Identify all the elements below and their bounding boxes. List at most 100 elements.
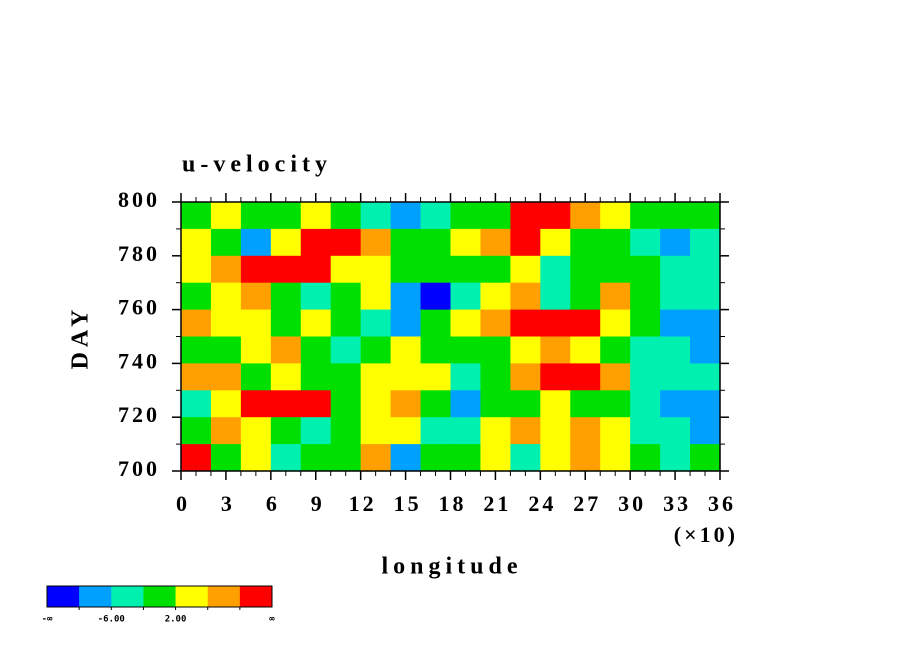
x-tick-label: 18 bbox=[439, 491, 467, 516]
cell bbox=[570, 202, 601, 230]
x-tick-label: 15 bbox=[394, 491, 422, 516]
cell bbox=[330, 202, 362, 230]
cell bbox=[510, 255, 541, 284]
cell bbox=[300, 282, 332, 311]
cell bbox=[360, 282, 392, 311]
cell bbox=[360, 444, 392, 472]
cell bbox=[480, 202, 511, 230]
cell bbox=[630, 336, 661, 364]
chart-title: u-velocity bbox=[182, 152, 332, 178]
cell bbox=[630, 228, 661, 257]
cell bbox=[660, 228, 691, 257]
cell bbox=[450, 255, 481, 284]
cell bbox=[600, 228, 631, 257]
cell bbox=[300, 228, 332, 257]
x-tick-label: 21 bbox=[483, 491, 511, 516]
cell bbox=[570, 255, 601, 284]
cell bbox=[540, 202, 571, 230]
cell bbox=[540, 282, 571, 311]
cell bbox=[660, 390, 691, 418]
cell bbox=[690, 309, 721, 337]
cell bbox=[450, 282, 481, 311]
cell bbox=[181, 282, 212, 311]
cell bbox=[390, 390, 422, 418]
cell bbox=[330, 255, 362, 284]
cell bbox=[630, 390, 661, 418]
cell bbox=[330, 444, 362, 472]
cell bbox=[540, 309, 571, 337]
cell bbox=[300, 363, 332, 391]
colorbar-label: -∞ bbox=[42, 615, 53, 625]
cell bbox=[690, 363, 721, 391]
cell bbox=[300, 202, 332, 230]
cell bbox=[420, 390, 451, 418]
cell bbox=[240, 282, 272, 311]
cell bbox=[450, 336, 481, 364]
cell bbox=[690, 444, 721, 472]
cell bbox=[480, 444, 511, 472]
cell bbox=[360, 390, 392, 418]
cell bbox=[540, 363, 571, 391]
cell bbox=[540, 336, 571, 364]
cell bbox=[600, 336, 631, 364]
cell bbox=[420, 255, 451, 284]
cell bbox=[660, 444, 691, 472]
cell bbox=[540, 255, 571, 284]
x-tick-label: 9 bbox=[311, 491, 325, 516]
cell bbox=[540, 444, 571, 472]
cell bbox=[570, 363, 601, 391]
colorbar-label: -6.00 bbox=[98, 615, 125, 625]
cell bbox=[690, 255, 721, 284]
cell bbox=[690, 390, 721, 418]
cell bbox=[420, 309, 451, 337]
y-tick-label: 780 bbox=[118, 241, 160, 266]
cell bbox=[210, 336, 242, 364]
cell bbox=[480, 336, 511, 364]
cell bbox=[210, 417, 242, 445]
cell bbox=[510, 202, 541, 230]
cell bbox=[181, 309, 212, 337]
cell bbox=[570, 282, 601, 311]
cell bbox=[210, 444, 242, 472]
cell bbox=[450, 444, 481, 472]
cell bbox=[360, 202, 392, 230]
cell bbox=[660, 363, 691, 391]
cell bbox=[660, 336, 691, 364]
colorbar-label: 2.00 bbox=[165, 615, 187, 625]
cell bbox=[630, 282, 661, 311]
cell bbox=[420, 363, 451, 391]
cell bbox=[480, 390, 511, 418]
x-tick-label: 36 bbox=[708, 491, 736, 516]
cell bbox=[690, 417, 721, 445]
cell bbox=[510, 282, 541, 311]
cell bbox=[240, 255, 272, 284]
cell bbox=[330, 390, 362, 418]
cell bbox=[510, 309, 541, 337]
cell bbox=[480, 255, 511, 284]
cell bbox=[570, 444, 601, 472]
cell bbox=[210, 228, 242, 257]
cell bbox=[300, 417, 332, 445]
cell bbox=[480, 282, 511, 311]
cell bbox=[270, 282, 302, 311]
cell bbox=[300, 336, 332, 364]
cell bbox=[510, 390, 541, 418]
cell bbox=[300, 309, 332, 337]
cell bbox=[690, 336, 721, 364]
cell bbox=[420, 336, 451, 364]
cell bbox=[450, 309, 481, 337]
cell bbox=[270, 363, 302, 391]
x-tick-label: 0 bbox=[176, 491, 190, 516]
cell bbox=[510, 336, 541, 364]
y-tick-label: 720 bbox=[118, 402, 160, 427]
cell bbox=[420, 202, 451, 230]
cell bbox=[510, 228, 541, 257]
cell bbox=[480, 417, 511, 445]
cell bbox=[660, 282, 691, 311]
x-tick-label: 24 bbox=[528, 491, 556, 516]
colorbar-swatch bbox=[175, 586, 209, 607]
cell bbox=[270, 309, 302, 337]
cell bbox=[450, 390, 481, 418]
cell bbox=[510, 417, 541, 445]
